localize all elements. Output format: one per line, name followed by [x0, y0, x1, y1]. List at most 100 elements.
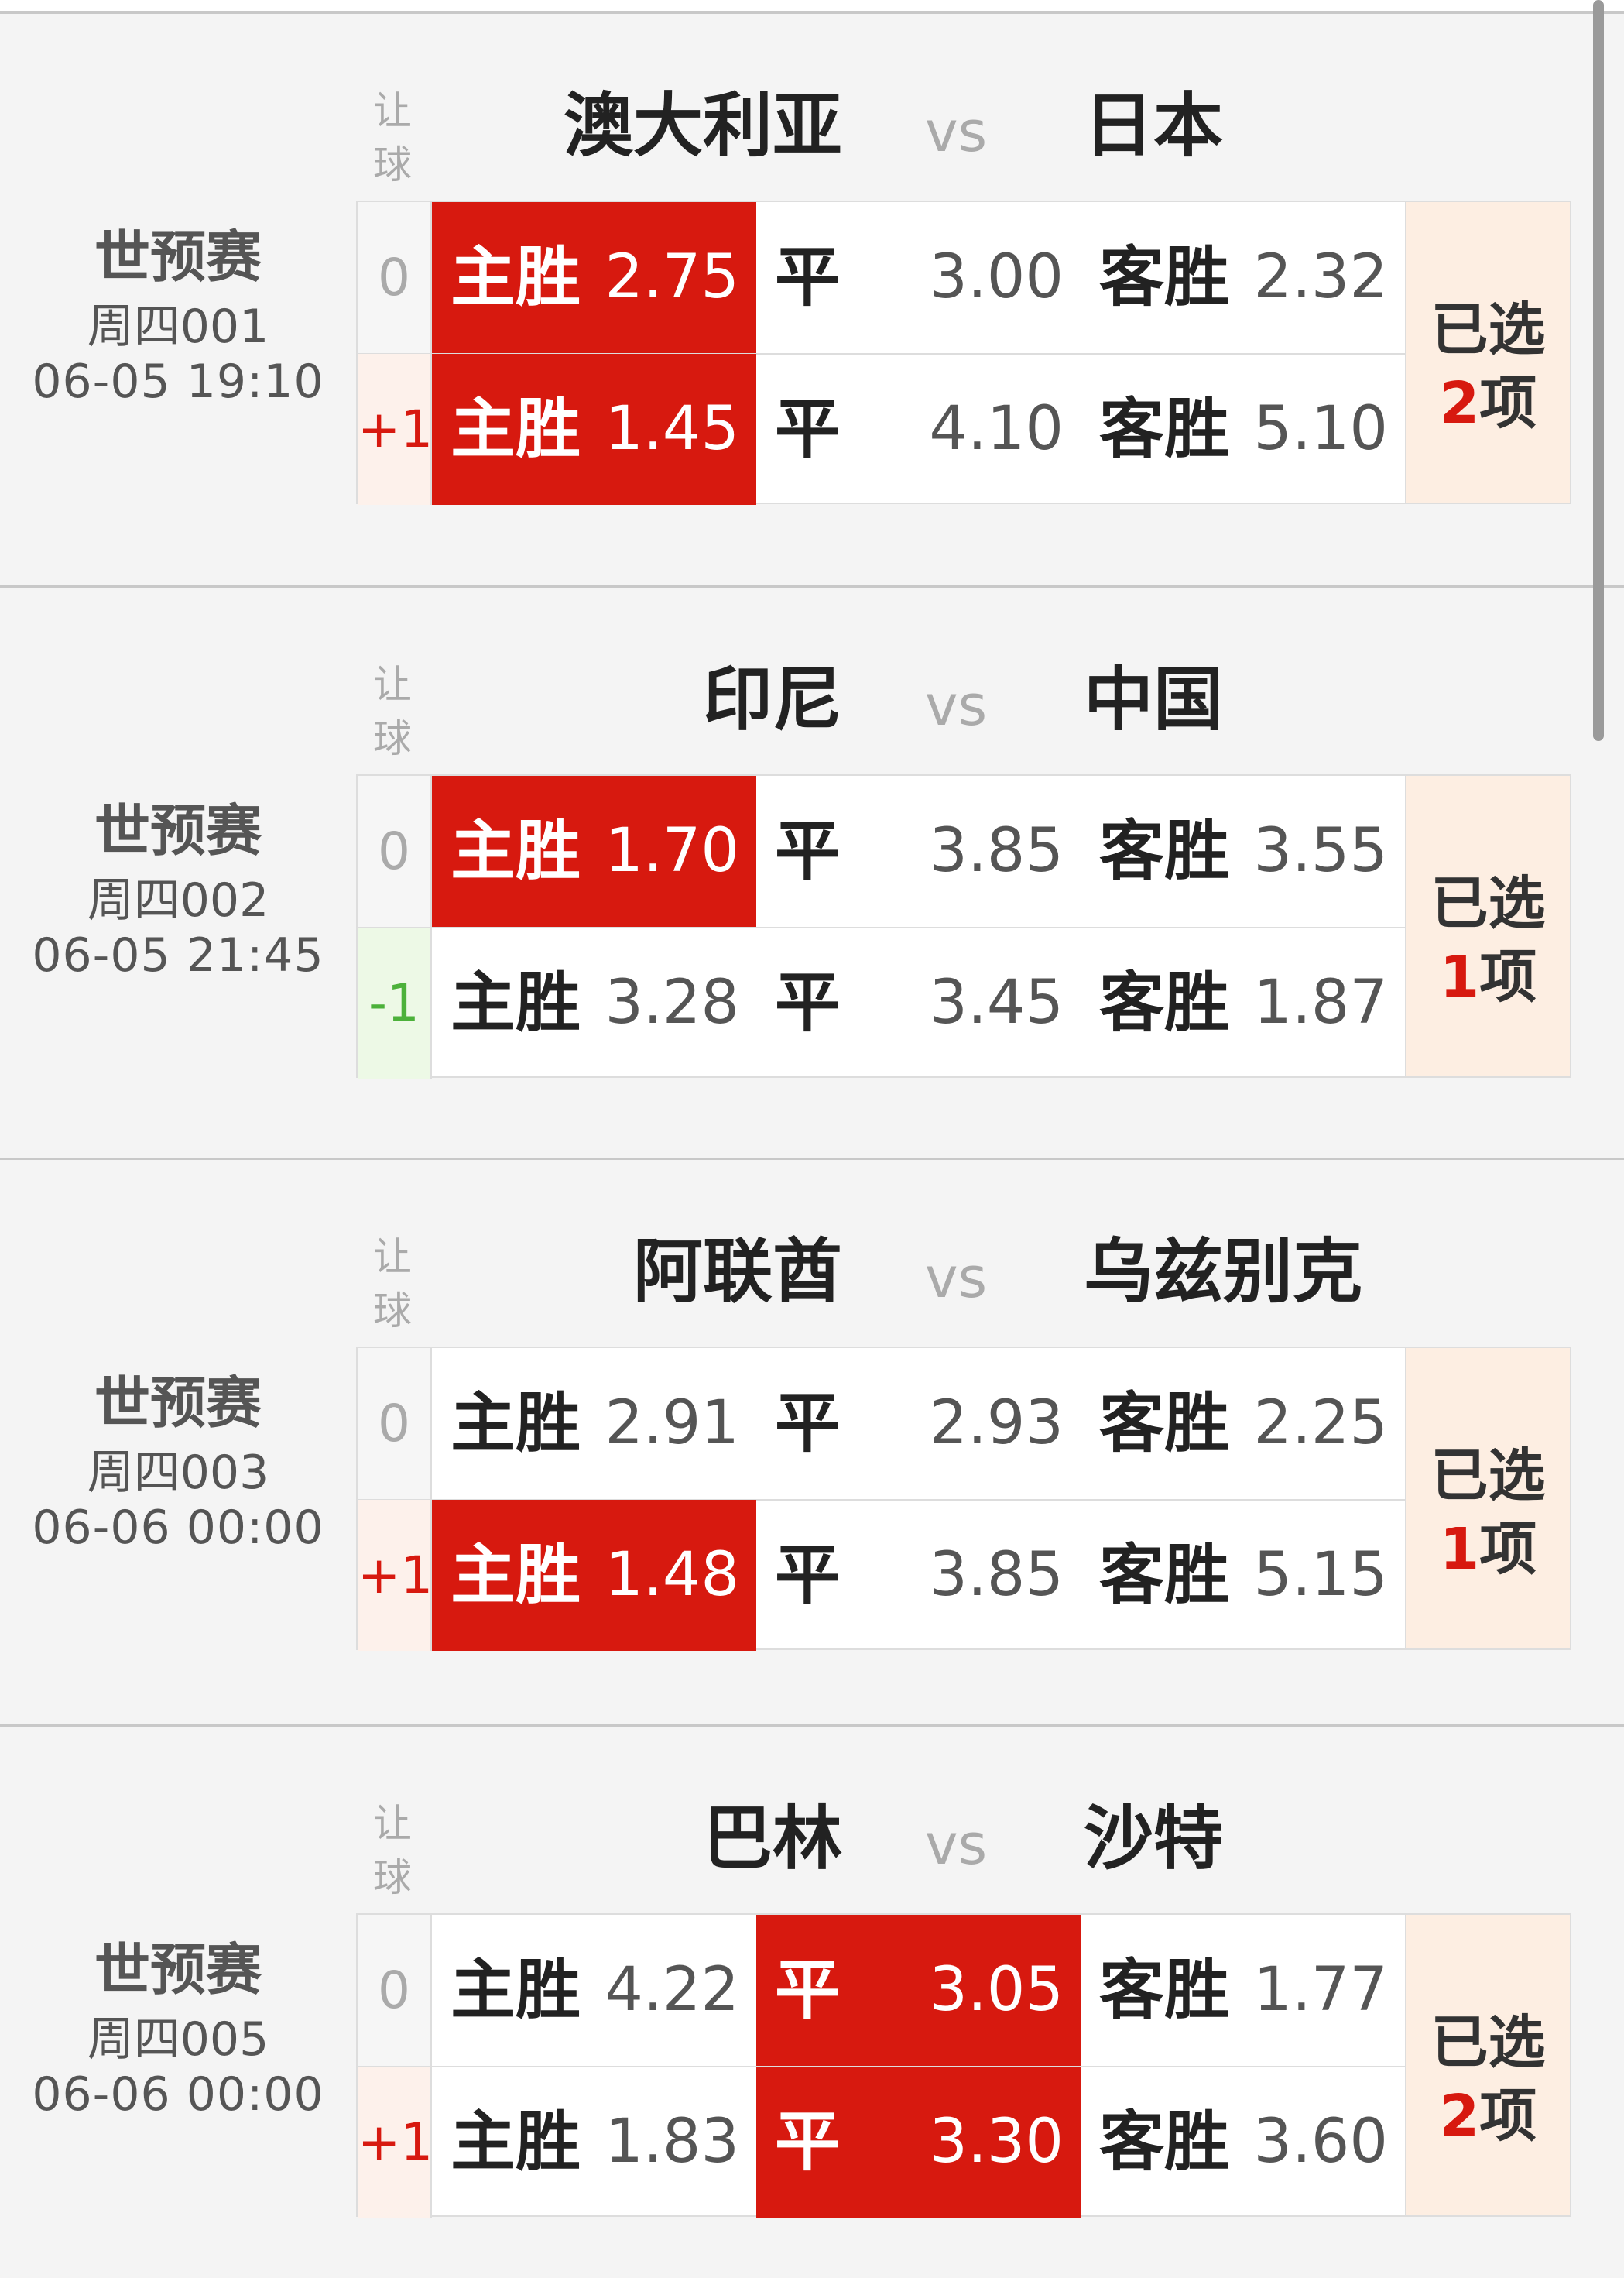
odds-home-button[interactable]: 主胜 1.45: [432, 354, 756, 505]
selected-count-button[interactable]: 已选 2项: [1405, 202, 1570, 503]
odds-value: 3.85: [929, 816, 1064, 886]
scrollbar[interactable]: [1593, 0, 1604, 741]
match-time: 06-05 19:10: [32, 355, 324, 409]
odds-home-button[interactable]: 主胜 1.83: [432, 2067, 756, 2218]
odds-value: 1.70: [605, 816, 739, 886]
odds-value: 3.45: [929, 968, 1064, 1038]
league-name: 世预赛: [94, 798, 262, 863]
odds-value: 1.48: [605, 1540, 739, 1610]
handicap-label: 球: [373, 716, 412, 761]
home-team: 巴林: [703, 1798, 842, 1879]
outcome-label: 客胜: [1099, 813, 1230, 889]
match-card: 世预赛 周四002 06-05 21:45 让球印尼 vs 中国 0 主胜 1.70 平 3.85 客…: [0, 585, 1624, 1158]
handicap-value: +1: [358, 2067, 433, 2218]
odds-away-button[interactable]: 客胜 3.55: [1081, 776, 1405, 927]
odds-value: 2.25: [1253, 1388, 1388, 1458]
outcome-label: 平: [775, 391, 841, 467]
outcome-label: 客胜: [1099, 1537, 1230, 1613]
match-card: 世预赛 周四005 06-06 00:00 让球巴林 vs 沙特 0 主胜 4.22 平 3.05 客…: [0, 1724, 1624, 2278]
selected-count-line: 2项: [1406, 357, 1570, 440]
odds-home-button[interactable]: 主胜 2.91: [432, 1348, 756, 1499]
odds-row: +1 主胜 1.45 平 4.10 客胜 5.10: [358, 354, 1570, 505]
selected-count: 1: [1439, 1516, 1480, 1583]
odds-draw-button[interactable]: 平 3.85: [756, 776, 1081, 927]
odds-draw-button[interactable]: 平 3.05: [756, 1915, 1081, 2066]
selected-count: 1: [1439, 944, 1480, 1010]
odds-home-button[interactable]: 主胜 1.48: [432, 1500, 756, 1651]
outcome-label: 客胜: [1099, 1952, 1230, 2028]
odds-value: 1.83: [605, 2107, 739, 2177]
odds-draw-button[interactable]: 平 2.93: [756, 1348, 1081, 1499]
odds-value: 3.85: [929, 1540, 1064, 1610]
odds-away-button[interactable]: 客胜 2.32: [1081, 202, 1405, 353]
odds-home-button[interactable]: 主胜 1.70: [432, 776, 756, 927]
selected-prefix: 已选: [1430, 2009, 1546, 2076]
match-code: 周四001: [87, 300, 269, 354]
odds-value: 3.28: [605, 968, 739, 1038]
odds-value: 3.30: [929, 2107, 1064, 2177]
vs-label: vs: [925, 673, 988, 738]
outcome-label: 主胜: [451, 1537, 581, 1613]
selected-suffix: 项: [1479, 2083, 1537, 2149]
odds-draw-button[interactable]: 平 3.00: [756, 202, 1081, 353]
handicap-label: 球: [373, 142, 412, 187]
outcome-label: 平: [775, 1537, 841, 1613]
match-time: 06-06 00:00: [32, 1501, 324, 1555]
handicap-value: 0: [358, 1915, 432, 2066]
match-card: 世预赛 周四003 06-06 00:00 让球 阿联酋 vs 乌兹别克 0 主胜 2.91 平 2.…: [0, 1158, 1624, 1731]
odds-table: 0 主胜 2.75 平 3.00 客胜 2.32 +1 主胜 1.45 平 4.10 客胜 5.10 已选 2…: [356, 201, 1571, 505]
outcome-label: 主胜: [451, 2104, 581, 2180]
handicap-label: 球: [373, 1288, 412, 1333]
odds-away-button[interactable]: 客胜 5.15: [1081, 1500, 1405, 1651]
odds-table: 0 主胜 2.91 平 2.93 客胜 2.25 +1 主胜 1.48 平 3.85 客胜 5.15 已选 1…: [356, 1347, 1571, 1651]
match-code: 周四003: [87, 1446, 269, 1500]
odds-home-button[interactable]: 主胜 3.28: [432, 928, 756, 1079]
odds-value: 2.91: [605, 1388, 739, 1458]
handicap-label: 球: [373, 1855, 412, 1900]
odds-value: 5.10: [1253, 394, 1388, 464]
outcome-label: 客胜: [1099, 965, 1230, 1041]
odds-away-button[interactable]: 客胜 1.87: [1081, 928, 1405, 1079]
odds-home-button[interactable]: 主胜 2.75: [432, 202, 756, 353]
odds-draw-button[interactable]: 平 3.30: [756, 2067, 1081, 2218]
match-card: 世预赛 周四001 06-05 19:10 让球 澳大利亚 vs 日本 0 主胜 2.75 平 3.0…: [0, 12, 1624, 585]
outcome-label: 客胜: [1099, 2104, 1230, 2180]
away-team: 日本: [1084, 85, 1223, 166]
odds-value: 3.00: [929, 242, 1064, 312]
odds-away-button[interactable]: 客胜 3.60: [1081, 2067, 1405, 2218]
outcome-label: 平: [775, 1952, 841, 2028]
selected-count-button[interactable]: 已选 1项: [1405, 1348, 1570, 1648]
handicap-label: 让: [373, 1801, 412, 1846]
vs-label: vs: [925, 1812, 988, 1877]
odds-draw-button[interactable]: 平 3.45: [756, 928, 1081, 1079]
outcome-label: 客胜: [1099, 239, 1230, 315]
vs-label: vs: [925, 1245, 988, 1310]
odds-value: 2.93: [929, 1388, 1064, 1458]
odds-draw-button[interactable]: 平 4.10: [756, 354, 1081, 505]
outcome-label: 平: [775, 965, 841, 1041]
home-team: 阿联酋: [633, 1231, 842, 1312]
match-time: 06-05 21:45: [32, 928, 324, 983]
outcome-label: 主胜: [451, 965, 581, 1041]
selected-count-button[interactable]: 已选 2项: [1405, 1915, 1570, 2215]
outcome-label: 平: [775, 813, 841, 889]
odds-row: 0 主胜 2.91 平 2.93 客胜 2.25: [358, 1348, 1570, 1501]
odds-value: 4.10: [929, 394, 1064, 464]
odds-row: 0 主胜 1.70 平 3.85 客胜 3.55: [358, 776, 1570, 928]
selected-prefix: 已选: [1430, 1443, 1546, 1509]
selected-suffix: 项: [1479, 1516, 1537, 1583]
odds-draw-button[interactable]: 平 3.85: [756, 1500, 1081, 1651]
odds-table: 0 主胜 1.70 平 3.85 客胜 3.55 -1 主胜 3.28 平 3.45 客胜 1.87 已选 1…: [356, 774, 1571, 1079]
away-team: 沙特: [1084, 1798, 1223, 1879]
odds-row: 0 主胜 2.75 平 3.00 客胜 2.32: [358, 202, 1570, 355]
selected-count-button[interactable]: 已选 1项: [1405, 776, 1570, 1076]
odds-away-button[interactable]: 客胜 2.25: [1081, 1348, 1405, 1499]
odds-row: +1 主胜 1.48 平 3.85 客胜 5.15: [358, 1500, 1570, 1651]
odds-away-button[interactable]: 客胜 1.77: [1081, 1915, 1405, 2066]
odds-home-button[interactable]: 主胜 4.22: [432, 1915, 756, 2066]
odds-away-button[interactable]: 客胜 5.10: [1081, 354, 1405, 505]
odds-row: 0 主胜 4.22 平 3.05 客胜 1.77: [358, 1915, 1570, 2067]
match-code: 周四002: [87, 873, 269, 928]
outcome-label: 主胜: [451, 391, 581, 467]
away-team: 中国: [1084, 659, 1223, 740]
